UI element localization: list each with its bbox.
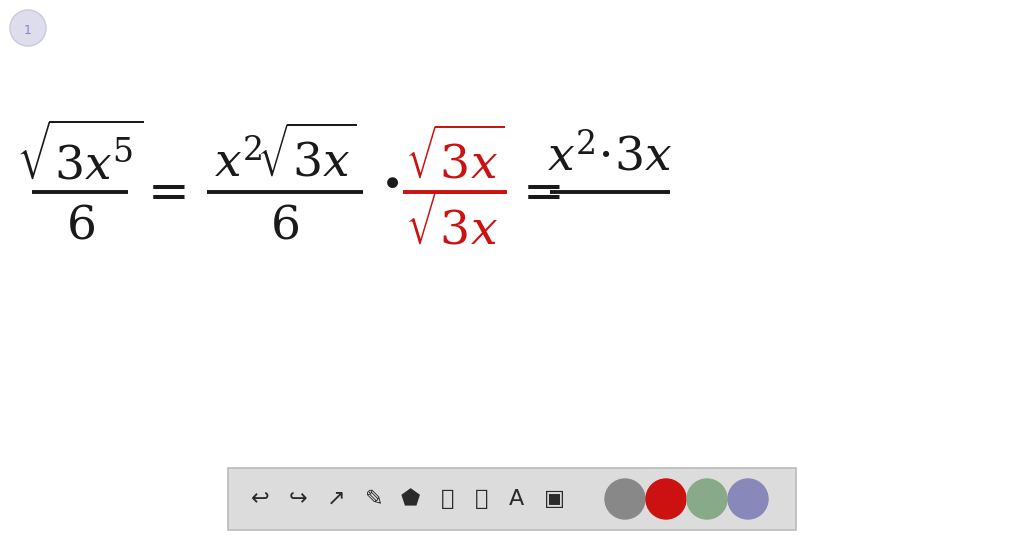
Text: ⬟: ⬟ [400, 489, 420, 509]
Text: $\sqrt{3x^5}$: $\sqrt{3x^5}$ [16, 126, 143, 190]
Text: A: A [508, 489, 523, 509]
Text: $6$: $6$ [66, 203, 94, 248]
Text: ⟋: ⟋ [475, 489, 488, 509]
Text: ↩: ↩ [251, 489, 269, 509]
Text: $x^2{\cdot}3x$: $x^2{\cdot}3x$ [548, 135, 673, 181]
Circle shape [687, 479, 727, 519]
Text: $=$: $=$ [138, 168, 186, 216]
Text: ＋: ＋ [441, 489, 455, 509]
Text: $=$: $=$ [513, 168, 561, 216]
Text: ↪: ↪ [289, 489, 307, 509]
Text: ↗: ↗ [327, 489, 345, 509]
Circle shape [646, 479, 686, 519]
Circle shape [10, 10, 46, 46]
Text: $\boldsymbol{\cdot}$: $\boldsymbol{\cdot}$ [381, 156, 399, 213]
Text: $6$: $6$ [270, 203, 299, 248]
Text: $\sqrt{3x}$: $\sqrt{3x}$ [406, 197, 505, 255]
Text: $\sqrt{3x}$: $\sqrt{3x}$ [406, 130, 505, 190]
Text: ✎: ✎ [365, 489, 383, 509]
Text: $x^2\!\sqrt{3x}$: $x^2\!\sqrt{3x}$ [214, 128, 356, 187]
Circle shape [728, 479, 768, 519]
Text: 1: 1 [24, 24, 32, 37]
Text: ▣: ▣ [544, 489, 564, 509]
Circle shape [605, 479, 645, 519]
FancyBboxPatch shape [228, 468, 796, 530]
